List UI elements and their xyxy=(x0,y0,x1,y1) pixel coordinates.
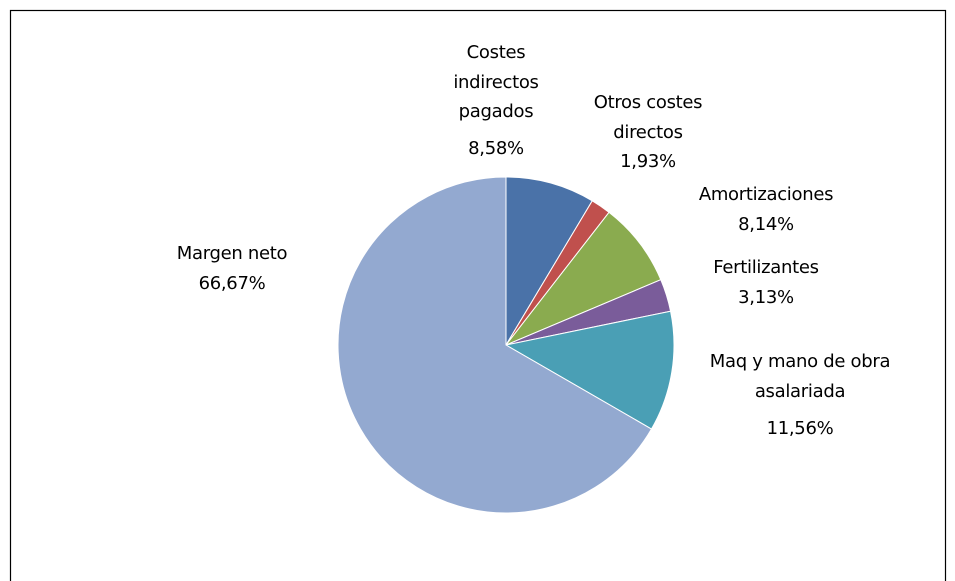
data-label: Maq y mano de obra asalariada 11,56% xyxy=(705,347,895,444)
category-label: Amortizaciones xyxy=(698,184,834,205)
value-label: 8,58% xyxy=(468,137,524,159)
value-label: 1,93% xyxy=(620,151,676,172)
data-label: Otros costes directos 1,93% xyxy=(573,88,723,177)
data-label: Costes indirectos pagados 8,58% xyxy=(436,38,556,163)
category-label: Otros costes directos xyxy=(593,92,703,143)
pie-slice xyxy=(505,176,593,347)
value-label: 3,13% xyxy=(738,286,794,308)
pie-slice xyxy=(337,176,653,514)
data-label: Margen neto 66,67% xyxy=(152,239,312,298)
category-label: Margen neto xyxy=(176,243,288,264)
value-label: 8,14% xyxy=(738,213,794,235)
category-label: Costes indirectos pagados xyxy=(453,42,539,122)
value-label: 11,56% xyxy=(766,418,834,439)
category-label: Maq y mano de obra asalariada xyxy=(709,351,891,402)
category-label: Fertilizantes xyxy=(713,257,819,278)
value-label: 66,67% xyxy=(198,272,266,294)
pie-slice xyxy=(504,310,675,430)
data-label: Fertilizantes 3,13% xyxy=(666,253,866,312)
data-label: Amortizaciones 8,14% xyxy=(666,180,866,239)
